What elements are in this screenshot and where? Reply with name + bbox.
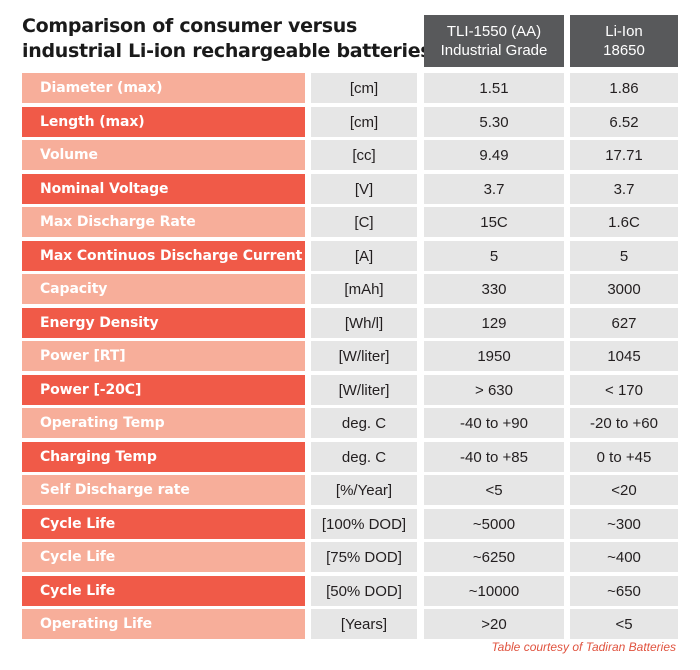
table-row: Cycle Life [50% DOD] ~10000 ~650 (0, 576, 700, 606)
row-unit: [cm] (311, 73, 417, 103)
row-value-tli-1550: 330 (424, 274, 564, 304)
row-label: Operating Life (22, 609, 305, 639)
table-row: Volume [cc] 9.49 17.71 (0, 140, 700, 170)
row-label: Cycle Life (22, 576, 305, 606)
row-value-tli-1550: ~5000 (424, 509, 564, 539)
table-row: Self Discharge rate [%/Year] <5 <20 (0, 475, 700, 505)
row-value-tli-1550: -40 to +85 (424, 442, 564, 472)
row-unit: [C] (311, 207, 417, 237)
table-row: Power [-20C] [W/liter] > 630 < 170 (0, 375, 700, 405)
row-value-li-ion-18650: ~400 (570, 542, 678, 572)
table-row: Length (max) [cm] 5.30 6.52 (0, 107, 700, 137)
row-value-li-ion-18650: 627 (570, 308, 678, 338)
row-value-li-ion-18650: 3000 (570, 274, 678, 304)
table-title-line-1: Comparison of consumer versus (22, 15, 357, 37)
row-unit: [Years] (311, 609, 417, 639)
row-value-li-ion-18650: 17.71 (570, 140, 678, 170)
row-unit: deg. C (311, 442, 417, 472)
row-value-li-ion-18650: 0 to +45 (570, 442, 678, 472)
row-value-tli-1550: 5.30 (424, 107, 564, 137)
row-value-li-ion-18650: ~300 (570, 509, 678, 539)
row-label: Max Discharge Rate (22, 207, 305, 237)
row-value-li-ion-18650: < 170 (570, 375, 678, 405)
row-value-tli-1550: 1.51 (424, 73, 564, 103)
table-row: Energy Density [Wh/l] 129 627 (0, 308, 700, 338)
row-unit: [W/liter] (311, 341, 417, 371)
row-unit: [A] (311, 241, 417, 271)
row-value-tli-1550: 3.7 (424, 174, 564, 204)
row-unit: [Wh/l] (311, 308, 417, 338)
table-row: Operating Temp deg. C -40 to +90 -20 to +60 (0, 408, 700, 438)
table-row: Operating Life [Years] >20 <5 (0, 609, 700, 639)
row-value-li-ion-18650: <20 (570, 475, 678, 505)
column-header-li-ion-line-2: 18650 (603, 42, 645, 59)
row-unit: [50% DOD] (311, 576, 417, 606)
row-value-li-ion-18650: ~650 (570, 576, 678, 606)
row-label: Volume (22, 140, 305, 170)
table-row: Cycle Life [100% DOD] ~5000 ~300 (0, 509, 700, 539)
row-label: Operating Temp (22, 408, 305, 438)
row-unit: [cm] (311, 107, 417, 137)
row-value-tli-1550: 1950 (424, 341, 564, 371)
row-value-tli-1550: -40 to +90 (424, 408, 564, 438)
table-row: Power [RT] [W/liter] 1950 1045 (0, 341, 700, 371)
row-label: Charging Temp (22, 442, 305, 472)
table-row: Cycle Life [75% DOD] ~6250 ~400 (0, 542, 700, 572)
row-value-li-ion-18650: 1.6C (570, 207, 678, 237)
table-title: Comparison of consumer versus industrial… (22, 14, 432, 64)
row-label: Self Discharge rate (22, 475, 305, 505)
column-header-tli-1550: TLI-1550 (AA) Industrial Grade (424, 15, 564, 67)
table-row: Max Discharge Rate [C] 15C 1.6C (0, 207, 700, 237)
row-label: Nominal Voltage (22, 174, 305, 204)
row-value-li-ion-18650: 1045 (570, 341, 678, 371)
table-title-line-2: industrial Li-ion rechargeable batteries (22, 40, 432, 62)
row-value-tli-1550: 5 (424, 241, 564, 271)
row-label: Power [RT] (22, 341, 305, 371)
table-row: Diameter (max) [cm] 1.51 1.86 (0, 73, 700, 103)
row-unit: [W/liter] (311, 375, 417, 405)
row-value-tli-1550: 129 (424, 308, 564, 338)
row-label: Cycle Life (22, 542, 305, 572)
column-header-tli-1550-line-2: Industrial Grade (440, 42, 548, 59)
table-row: Max Continuos Discharge Current [A] 5 5 (0, 241, 700, 271)
row-label: Max Continuos Discharge Current (22, 241, 305, 271)
row-value-li-ion-18650: -20 to +60 (570, 408, 678, 438)
row-unit: [%/Year] (311, 475, 417, 505)
row-unit: [mAh] (311, 274, 417, 304)
table-row: Nominal Voltage [V] 3.7 3.7 (0, 174, 700, 204)
row-label: Length (max) (22, 107, 305, 137)
row-label: Cycle Life (22, 509, 305, 539)
row-unit: [V] (311, 174, 417, 204)
row-value-tli-1550: > 630 (424, 375, 564, 405)
row-value-li-ion-18650: 5 (570, 241, 678, 271)
column-header-li-ion-18650: Li-Ion 18650 (570, 15, 678, 67)
row-value-tli-1550: <5 (424, 475, 564, 505)
row-value-li-ion-18650: 6.52 (570, 107, 678, 137)
row-value-li-ion-18650: <5 (570, 609, 678, 639)
row-unit: [75% DOD] (311, 542, 417, 572)
column-header-li-ion-line-1: Li-Ion (605, 23, 643, 40)
row-value-tli-1550: 9.49 (424, 140, 564, 170)
row-value-tli-1550: ~10000 (424, 576, 564, 606)
row-unit: [100% DOD] (311, 509, 417, 539)
row-label: Capacity (22, 274, 305, 304)
column-header-tli-1550-line-1: TLI-1550 (AA) (446, 23, 542, 40)
row-value-li-ion-18650: 3.7 (570, 174, 678, 204)
row-value-li-ion-18650: 1.86 (570, 73, 678, 103)
table-credit: Table courtesy of Tadiran Batteries (491, 640, 676, 654)
row-unit: [cc] (311, 140, 417, 170)
row-value-tli-1550: 15C (424, 207, 564, 237)
table-row: Charging Temp deg. C -40 to +85 0 to +45 (0, 442, 700, 472)
row-value-tli-1550: >20 (424, 609, 564, 639)
table-row: Capacity [mAh] 330 3000 (0, 274, 700, 304)
row-value-tli-1550: ~6250 (424, 542, 564, 572)
row-label: Diameter (max) (22, 73, 305, 103)
row-label: Energy Density (22, 308, 305, 338)
row-label: Power [-20C] (22, 375, 305, 405)
row-unit: deg. C (311, 408, 417, 438)
